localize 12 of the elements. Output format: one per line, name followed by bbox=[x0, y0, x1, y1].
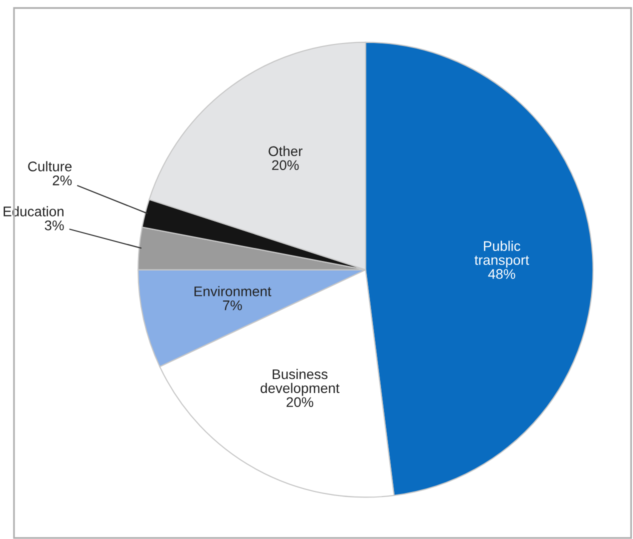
slice-label: Business development bbox=[260, 368, 340, 396]
data-label: 20% bbox=[286, 397, 314, 408]
slice-label: Other bbox=[268, 146, 302, 156]
data-label: 20% bbox=[272, 160, 299, 170]
data-label: 7% bbox=[223, 300, 242, 310]
slice-label: Education bbox=[4, 206, 64, 216]
data-label: 2% bbox=[52, 175, 72, 186]
data-label: 48% bbox=[488, 269, 516, 279]
slice-label: Public transport bbox=[474, 240, 530, 268]
slice-label: Environment bbox=[194, 286, 272, 296]
data-label: 3% bbox=[44, 220, 64, 230]
slice-label: Culture bbox=[28, 161, 72, 172]
